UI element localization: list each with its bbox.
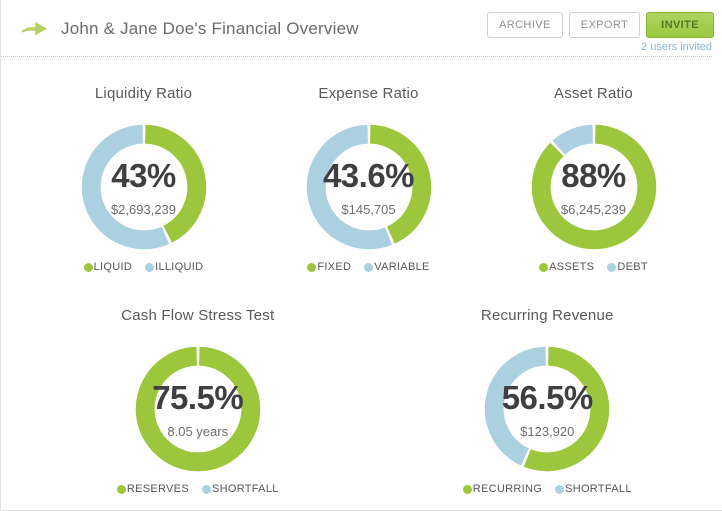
legend-label: LIQUID	[93, 261, 133, 273]
users-invited-link[interactable]: 2 users invited	[641, 41, 712, 53]
donut-subvalue: $123,920	[520, 424, 575, 439]
green-arrow-icon	[21, 19, 48, 43]
legend-item: FIXED	[307, 261, 351, 273]
archive-button[interactable]: ARCHIVE	[487, 12, 563, 38]
charts-area: Liquidity Ratio 43% $2,693,239 LIQUID	[1, 57, 722, 495]
chart-card-expense-ratio: Expense Ratio 43.6% $145,705 FIXED	[256, 85, 481, 273]
legend-item: VARIABLE	[364, 261, 429, 273]
chart-title: Asset Ratio	[554, 85, 633, 102]
donut-ring[interactable]	[78, 121, 210, 253]
donut-center: 75.5% 8.05 years	[132, 343, 264, 475]
page-header: John & Jane Doe's Financial Overview ARC…	[1, 0, 722, 57]
chart-card-cash-flow-stress-test: Cash Flow Stress Test 75.5% 8.05 years R…	[23, 307, 373, 495]
chart-card-recurring-revenue: Recurring Revenue 56.5% $123,920 RECURRI…	[373, 307, 722, 495]
donut-subvalue: 8.05 years	[167, 424, 229, 439]
legend-dot-green	[462, 484, 472, 494]
legend-dot-blue	[364, 262, 374, 272]
donut-ring[interactable]	[528, 121, 660, 253]
chart-legend: ASSETS DEBT	[481, 261, 706, 273]
legend-label: FIXED	[317, 261, 352, 273]
chart-legend: RESERVES SHORTFALL	[23, 483, 373, 495]
chart-title: Expense Ratio	[318, 85, 419, 102]
chart-legend: RECURRING SHORTFALL	[373, 483, 722, 495]
donut-center: 88% $6,245,239	[528, 121, 660, 253]
legend-item: LIQUID	[83, 261, 133, 273]
export-button[interactable]: EXPORT	[568, 12, 641, 38]
chart-title: Cash Flow Stress Test	[121, 307, 275, 324]
legend-item: SHORTFALL	[555, 483, 632, 495]
legend-item: ASSETS	[539, 261, 594, 273]
chart-title: Liquidity Ratio	[94, 85, 193, 102]
legend-label: SHORTFALL	[565, 483, 632, 495]
chart-legend: FIXED VARIABLE	[256, 261, 481, 273]
legend-dot-blue	[201, 484, 211, 494]
legend-item: SHORTFALL	[201, 483, 279, 495]
donut-chart[interactable]: 75.5% 8.05 years	[132, 343, 264, 475]
legend-label: ILLIQUID	[155, 261, 204, 273]
donut-percentage: 43.6%	[322, 157, 415, 194]
invite-button[interactable]: INVITE	[646, 12, 714, 38]
legend-dot-green	[539, 262, 549, 272]
legend-label: SHORTFALL	[211, 483, 279, 495]
legend-dot-green	[116, 484, 126, 494]
donut-ring[interactable]	[132, 343, 264, 475]
legend-label: RESERVES	[126, 483, 189, 495]
legend-item: RECURRING	[462, 483, 543, 495]
legend-label: RECURRING	[472, 483, 543, 495]
donut-percentage: 56.5%	[501, 379, 594, 416]
donut-chart[interactable]: 56.5% $123,920	[481, 343, 613, 475]
legend-item: RESERVES	[116, 483, 189, 495]
legend-item: DEBT	[607, 261, 648, 273]
donut-center: 56.5% $123,920	[481, 343, 613, 475]
chart-legend: LIQUID ILLIQUID	[31, 261, 256, 273]
header-actions: ARCHIVE EXPORT INVITE 2 users invited	[487, 12, 714, 53]
legend-item: ILLIQUID	[145, 261, 203, 273]
donut-subvalue: $6,245,239	[560, 202, 627, 217]
donut-chart[interactable]: 88% $6,245,239	[528, 121, 660, 253]
page-title: John & Jane Doe's Financial Overview	[61, 19, 359, 38]
donut-center: 43.6% $145,705	[303, 121, 435, 253]
chart-card-liquidity-ratio: Liquidity Ratio 43% $2,693,239 LIQUID	[31, 85, 256, 273]
donut-chart[interactable]: 43.6% $145,705	[303, 121, 435, 253]
donut-percentage: 75.5%	[152, 379, 244, 416]
legend-dot-blue	[555, 484, 565, 494]
charts-row-bottom: Cash Flow Stress Test 75.5% 8.05 years R…	[1, 307, 722, 495]
donut-subvalue: $2,693,239	[110, 202, 177, 217]
legend-dot-blue	[607, 262, 617, 272]
donut-percentage: 43%	[111, 157, 176, 194]
donut-ring[interactable]	[481, 343, 613, 475]
legend-label: DEBT	[617, 261, 648, 273]
legend-dot-green	[307, 262, 317, 272]
donut-ring[interactable]	[303, 121, 435, 253]
chart-card-asset-ratio: Asset Ratio 88% $6,245,239 ASSETS	[481, 85, 706, 273]
donut-center: 43% $2,693,239	[78, 121, 210, 253]
donut-percentage: 88%	[561, 157, 626, 194]
charts-row-top: Liquidity Ratio 43% $2,693,239 LIQUID	[1, 85, 722, 273]
legend-label: VARIABLE	[374, 261, 430, 273]
legend-label: ASSETS	[549, 261, 595, 273]
chart-title: Recurring Revenue	[480, 307, 614, 324]
donut-subvalue: $145,705	[341, 202, 396, 217]
button-row: ARCHIVE EXPORT INVITE	[487, 12, 714, 38]
legend-dot-blue	[145, 262, 155, 272]
legend-dot-green	[83, 262, 93, 272]
donut-chart[interactable]: 43% $2,693,239	[78, 121, 210, 253]
